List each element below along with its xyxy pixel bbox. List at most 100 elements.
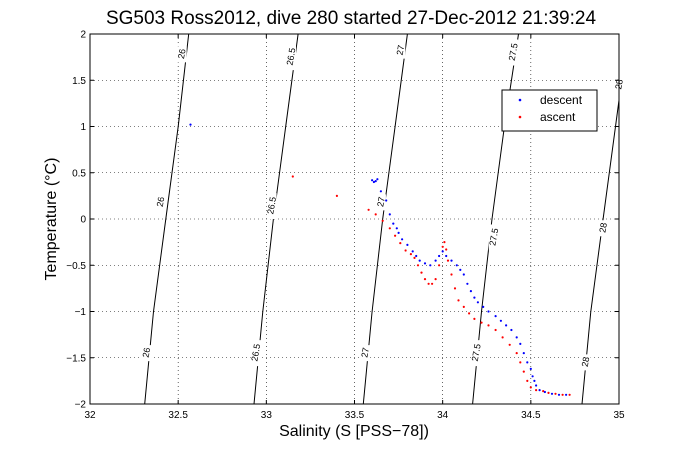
x-tick-label: 33.5 [345,410,365,421]
ascent-point [508,343,511,346]
legend-marker-ascent [518,115,522,119]
descent-point [499,319,502,322]
descent-point [411,250,414,253]
descent-point [376,178,379,181]
ascent-point [480,321,483,324]
ascent-point [515,352,518,355]
descent-point [482,305,485,308]
ascent-point [374,213,377,216]
descent-point [557,393,561,396]
isopycnal-label-bg [360,345,371,362]
y-tick-label: −1.5 [66,353,86,364]
isopycnal-label: 26.5 [285,47,298,66]
descent-point [505,324,508,327]
x-tick-label: 32 [84,410,96,421]
ascent-point [441,245,444,248]
ascent-point [535,389,538,392]
isopycnal-line [362,34,408,404]
descent-point [533,379,536,382]
legend-box [501,89,598,132]
descent-point [462,273,465,276]
ascent-point [416,264,420,267]
ascent-point [450,273,453,276]
ascent-point [423,278,427,281]
x-tick-label: 33 [261,410,273,421]
descent-point [535,384,538,387]
descent-point [445,254,448,258]
isopycnal-label-bg [395,42,406,59]
isopycnal-label-bg [375,194,386,211]
ascent-point [494,328,497,332]
descent-point [434,259,437,262]
descent-point [543,390,547,394]
descent-point [469,290,472,293]
chart-title: SG503 Ross2012, dive 280 started 27-Dec-… [106,8,597,29]
ascent-point [462,305,465,308]
isopycnal-label-bg [250,340,261,367]
ascent-point [446,259,450,262]
ascent-point [529,386,532,389]
descent-point [455,264,458,267]
legend-label-ascent: ascent [540,110,576,124]
ascent-point [522,370,525,373]
ascent-point [468,312,471,315]
isopycnal-label: 26 [176,48,188,60]
x-axis-label: Salinity (S [PSS−78]) [279,423,429,440]
isopycnal-label: 27.5 [487,227,500,246]
descent-point [522,352,525,355]
isopycnal-label-bg [580,354,591,371]
descent-point [397,231,400,234]
descent-point [565,393,568,396]
isopycnal-label-bg [286,44,297,71]
ascent-point [526,379,529,382]
ascent-point [487,324,490,327]
descent-point [429,264,432,267]
descent-point [515,336,518,339]
axis-ticks: 32 32.5 33 33.5 34 34.5 35 −2 −1.5 −1 −0.5 0 0.5 1 1.5… [66,30,625,422]
descent-point [450,259,453,262]
ascent-point [519,361,522,364]
descent-point [372,180,375,184]
isopycnal-label: 28 [580,356,592,368]
ascent-point [434,278,437,281]
ascent-point [453,287,457,290]
ascent-point [388,227,391,230]
ascent-point [413,256,416,259]
y-tick-label: 0 [80,215,86,226]
ascent-point [445,248,448,251]
ascent-point [335,194,338,197]
ascent-point [409,253,412,256]
descent-point [371,179,374,182]
ascent-point [473,317,476,320]
descent-point [538,389,541,392]
y-tick-label: −0.5 [66,261,86,272]
isopycnal-label: 27.5 [470,343,483,362]
legend: descent ascent [501,89,598,132]
isopycnal-label: 26 [155,196,167,208]
ascent-point [394,234,397,237]
x-tick-label: 32.5 [168,410,188,421]
descent-point [487,310,490,313]
isopycnal-label: 28 [597,222,609,234]
isopycnal-line [144,34,190,404]
x-tick-label: 34 [437,410,449,421]
descent-point [476,301,479,304]
descent-point [441,250,444,253]
y-tick-label: −1 [75,307,87,318]
descent-point [385,199,388,202]
descent-point [418,259,421,262]
ascent-point [427,282,430,285]
y-tick-label: 0.5 [72,168,86,179]
isopycnal-label: 27 [359,347,371,359]
descent-point [519,342,522,345]
y-axis-label: Temperature (°C) [43,158,60,281]
descent-point [374,180,377,183]
y-tick-label: 1.5 [72,76,86,87]
descent-point [189,123,192,126]
isopycnal-contours: 26 26 26 26.5 26.5 26.5 27 27 27 27.5 27.5 27.5 28 28… [141,34,625,404]
ascent-point [443,241,446,244]
isopycnal-label: 27.5 [507,42,520,61]
isopycnal-label-bg [141,345,152,362]
descent-point [406,243,409,246]
ascent-point [431,282,434,285]
